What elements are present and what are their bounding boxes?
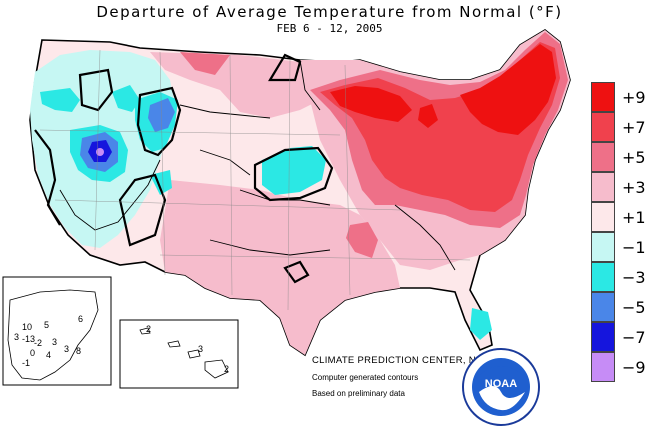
legend-item: −1 <box>591 232 655 262</box>
hawaii-islands <box>139 327 229 379</box>
alaska-value-label: -13 <box>22 334 35 344</box>
legend-item: −5 <box>591 292 655 322</box>
legend-swatch <box>591 292 615 322</box>
legend-swatch <box>591 352 615 382</box>
alaska-value-label: 3 <box>64 344 69 354</box>
alaska-value-label: 5 <box>44 320 49 330</box>
legend-swatch <box>591 172 615 202</box>
legend-label: −9 <box>622 358 646 377</box>
legend-swatch <box>591 322 615 352</box>
hawaii-value-label: 2 <box>146 324 151 334</box>
legend-label: −1 <box>622 238 646 257</box>
legend-item: −3 <box>591 262 655 292</box>
alaska-value-label: 8 <box>76 346 81 356</box>
credits-block: CLIMATE PREDICTION CENTER, NOAA Computer… <box>312 355 497 398</box>
legend-label: +5 <box>622 148 646 167</box>
alaska-value-label: 3 <box>14 332 19 342</box>
hawaii-inset <box>119 319 239 389</box>
map-subtitle: FEB 6 - 12, 2005 <box>276 22 383 35</box>
alaska-value-label: -2 <box>34 338 42 348</box>
legend-item: −7 <box>591 322 655 352</box>
alaska-value-label: 10 <box>22 322 32 332</box>
alaska-value-label: 3 <box>52 337 57 347</box>
legend-item: +5 <box>591 142 655 172</box>
alaska-value-label: 4 <box>46 350 51 360</box>
noaa-logo-icon: NOAA <box>462 348 540 426</box>
legend-swatch <box>591 232 615 262</box>
map-title: Departure of Average Temperature from No… <box>96 3 563 21</box>
alaska-value-label: -1 <box>22 358 30 368</box>
credits-line-3: Based on preliminary data <box>312 389 405 398</box>
legend-swatch <box>591 142 615 172</box>
alaska-value-labels: 10 563 -13-2 330 4 8-1 <box>14 314 83 368</box>
legend-swatch <box>591 202 615 232</box>
legend-item: +7 <box>591 112 655 142</box>
legend-label: +7 <box>622 118 646 137</box>
legend-item: +9 <box>591 82 655 112</box>
alaska-value-label: 6 <box>78 314 83 324</box>
legend-label: +3 <box>622 178 646 197</box>
credits-line-1: CLIMATE PREDICTION CENTER, NOAA <box>312 355 497 366</box>
alaska-inset <box>2 276 112 386</box>
legend-swatch <box>591 112 615 142</box>
legend-item: +3 <box>591 172 655 202</box>
hawaii-value-label: 2 <box>224 364 229 374</box>
legend-item: +1 <box>591 202 655 232</box>
alaska-value-label: 0 <box>30 348 35 358</box>
legend-swatch <box>591 262 615 292</box>
legend-label: +9 <box>622 88 646 107</box>
hawaii-value-label: 3 <box>198 344 203 354</box>
legend-label: −7 <box>622 328 646 347</box>
legend-label: −5 <box>622 298 646 317</box>
alaska-outline <box>7 289 99 381</box>
hawaii-value-labels: 2 3 2 <box>146 324 229 374</box>
legend: +9 +7 +5 +3 +1 −1 −3 −5 −7 −9 <box>591 82 655 382</box>
credits-line-2: Computer generated contours <box>312 373 419 382</box>
legend-swatch <box>591 82 615 112</box>
legend-item: −9 <box>591 352 655 382</box>
logo-text: NOAA <box>485 378 517 390</box>
legend-label: −3 <box>622 268 646 287</box>
legend-label: +1 <box>622 208 646 227</box>
